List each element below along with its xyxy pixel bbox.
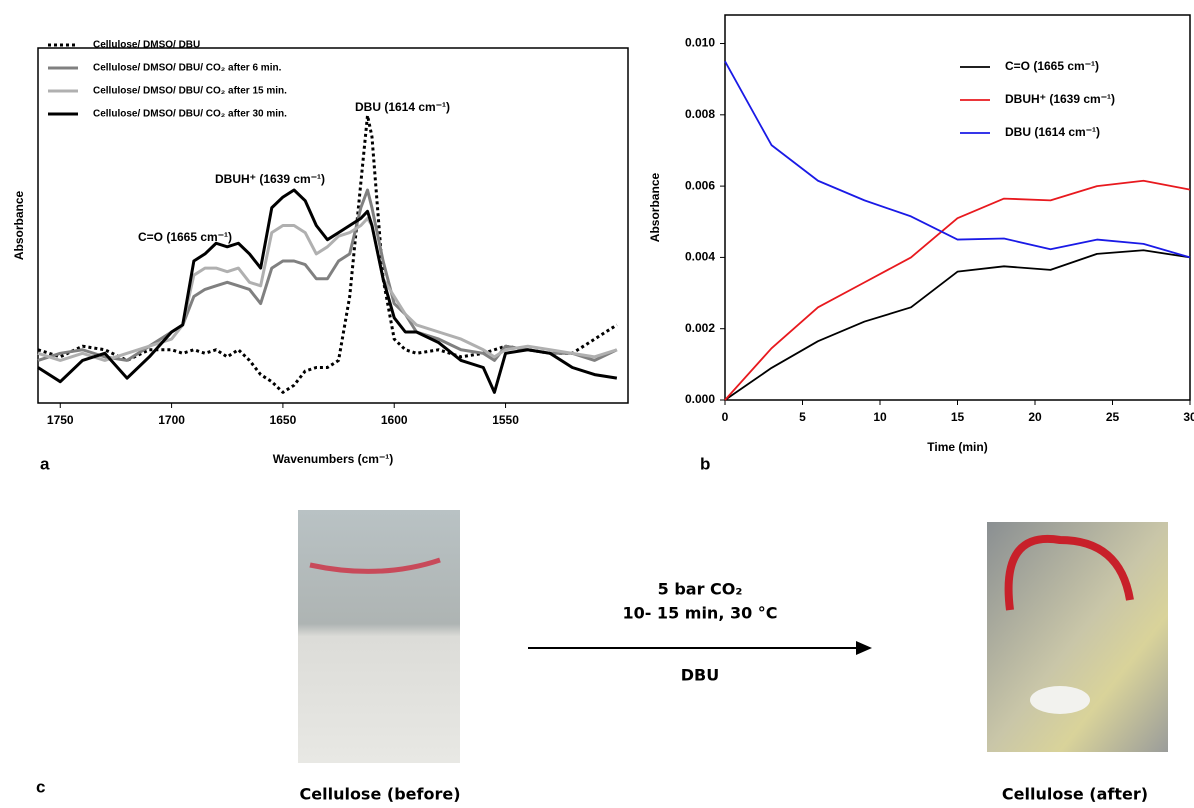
y-tick-label: 0.002 [685,321,715,335]
panel-label: b [700,454,710,473]
reagent: DBU [681,666,719,685]
condition: 10- 15 min, 30 °C [622,604,777,623]
series-line [37,188,618,394]
y-tick-label: 0.006 [685,178,715,192]
x-tick-label: 1600 [381,413,408,427]
x-tick-label: 15 [951,410,965,424]
caption: Cellulose (after) [1002,785,1148,804]
y-tick-label: 0.008 [685,107,715,121]
x-tick-label: 0 [722,410,729,424]
legend-label: Cellulose/ DMSO/ DBU/ CO₂ after 6 min. [93,63,282,74]
photo-detail [1004,534,1134,611]
x-tick-label: 1650 [270,413,297,427]
y-axis-title: Absorbance [648,173,662,243]
panel-label: c [36,777,45,796]
y-tick-label: 0.004 [685,250,715,264]
plot-frame [724,14,1191,401]
series-line [724,249,1191,401]
plot-frame [37,47,629,404]
legend-label: Cellulose/ DMSO/ DBU/ CO₂ after 30 min. [93,109,287,120]
x-tick-label: 25 [1106,410,1120,424]
x-tick-label: 10 [873,410,887,424]
x-tick-label: 1700 [158,413,185,427]
series-line [37,188,618,362]
x-tick-label: 1750 [47,413,74,427]
annotation: DBUH⁺ (1639 cm⁻¹) [215,172,325,186]
legend-label: Cellulose/ DMSO/ DBU/ CO₂ after 15 min. [93,86,287,97]
caption: Cellulose (before) [300,785,461,804]
photo-detail [309,557,441,574]
legend-label: Cellulose/ DMSO/ DBU [93,40,200,51]
y-tick-label: 0.010 [685,36,715,50]
x-tick-label: 5 [799,410,806,424]
x-tick-label: 20 [1028,410,1042,424]
x-axis-title: Time (min) [927,440,987,454]
legend-label: DBU (1614 cm⁻¹) [1005,125,1100,139]
condition: 5 bar CO₂ [658,580,743,599]
series-line [37,216,618,362]
annotation: DBU (1614 cm⁻¹) [355,100,450,114]
panel-label: a [40,454,50,473]
x-tick-label: 1550 [492,413,519,427]
y-tick-label: 0.000 [685,392,715,406]
legend-label: C=O (1665 cm⁻¹) [1005,59,1099,73]
arrow-head [856,641,872,655]
series-line [724,179,1191,401]
y-axis-title: Absorbance [12,191,26,261]
photo-before [298,510,460,763]
annotation: C=O (1665 cm⁻¹) [138,230,232,244]
x-tick-label: 30 [1183,410,1194,424]
legend-label: DBUH⁺ (1639 cm⁻¹) [1005,92,1115,106]
x-axis-title: Wavenumbers (cm⁻¹) [273,452,394,466]
series-line [724,60,1191,259]
photo-detail [1030,686,1090,714]
